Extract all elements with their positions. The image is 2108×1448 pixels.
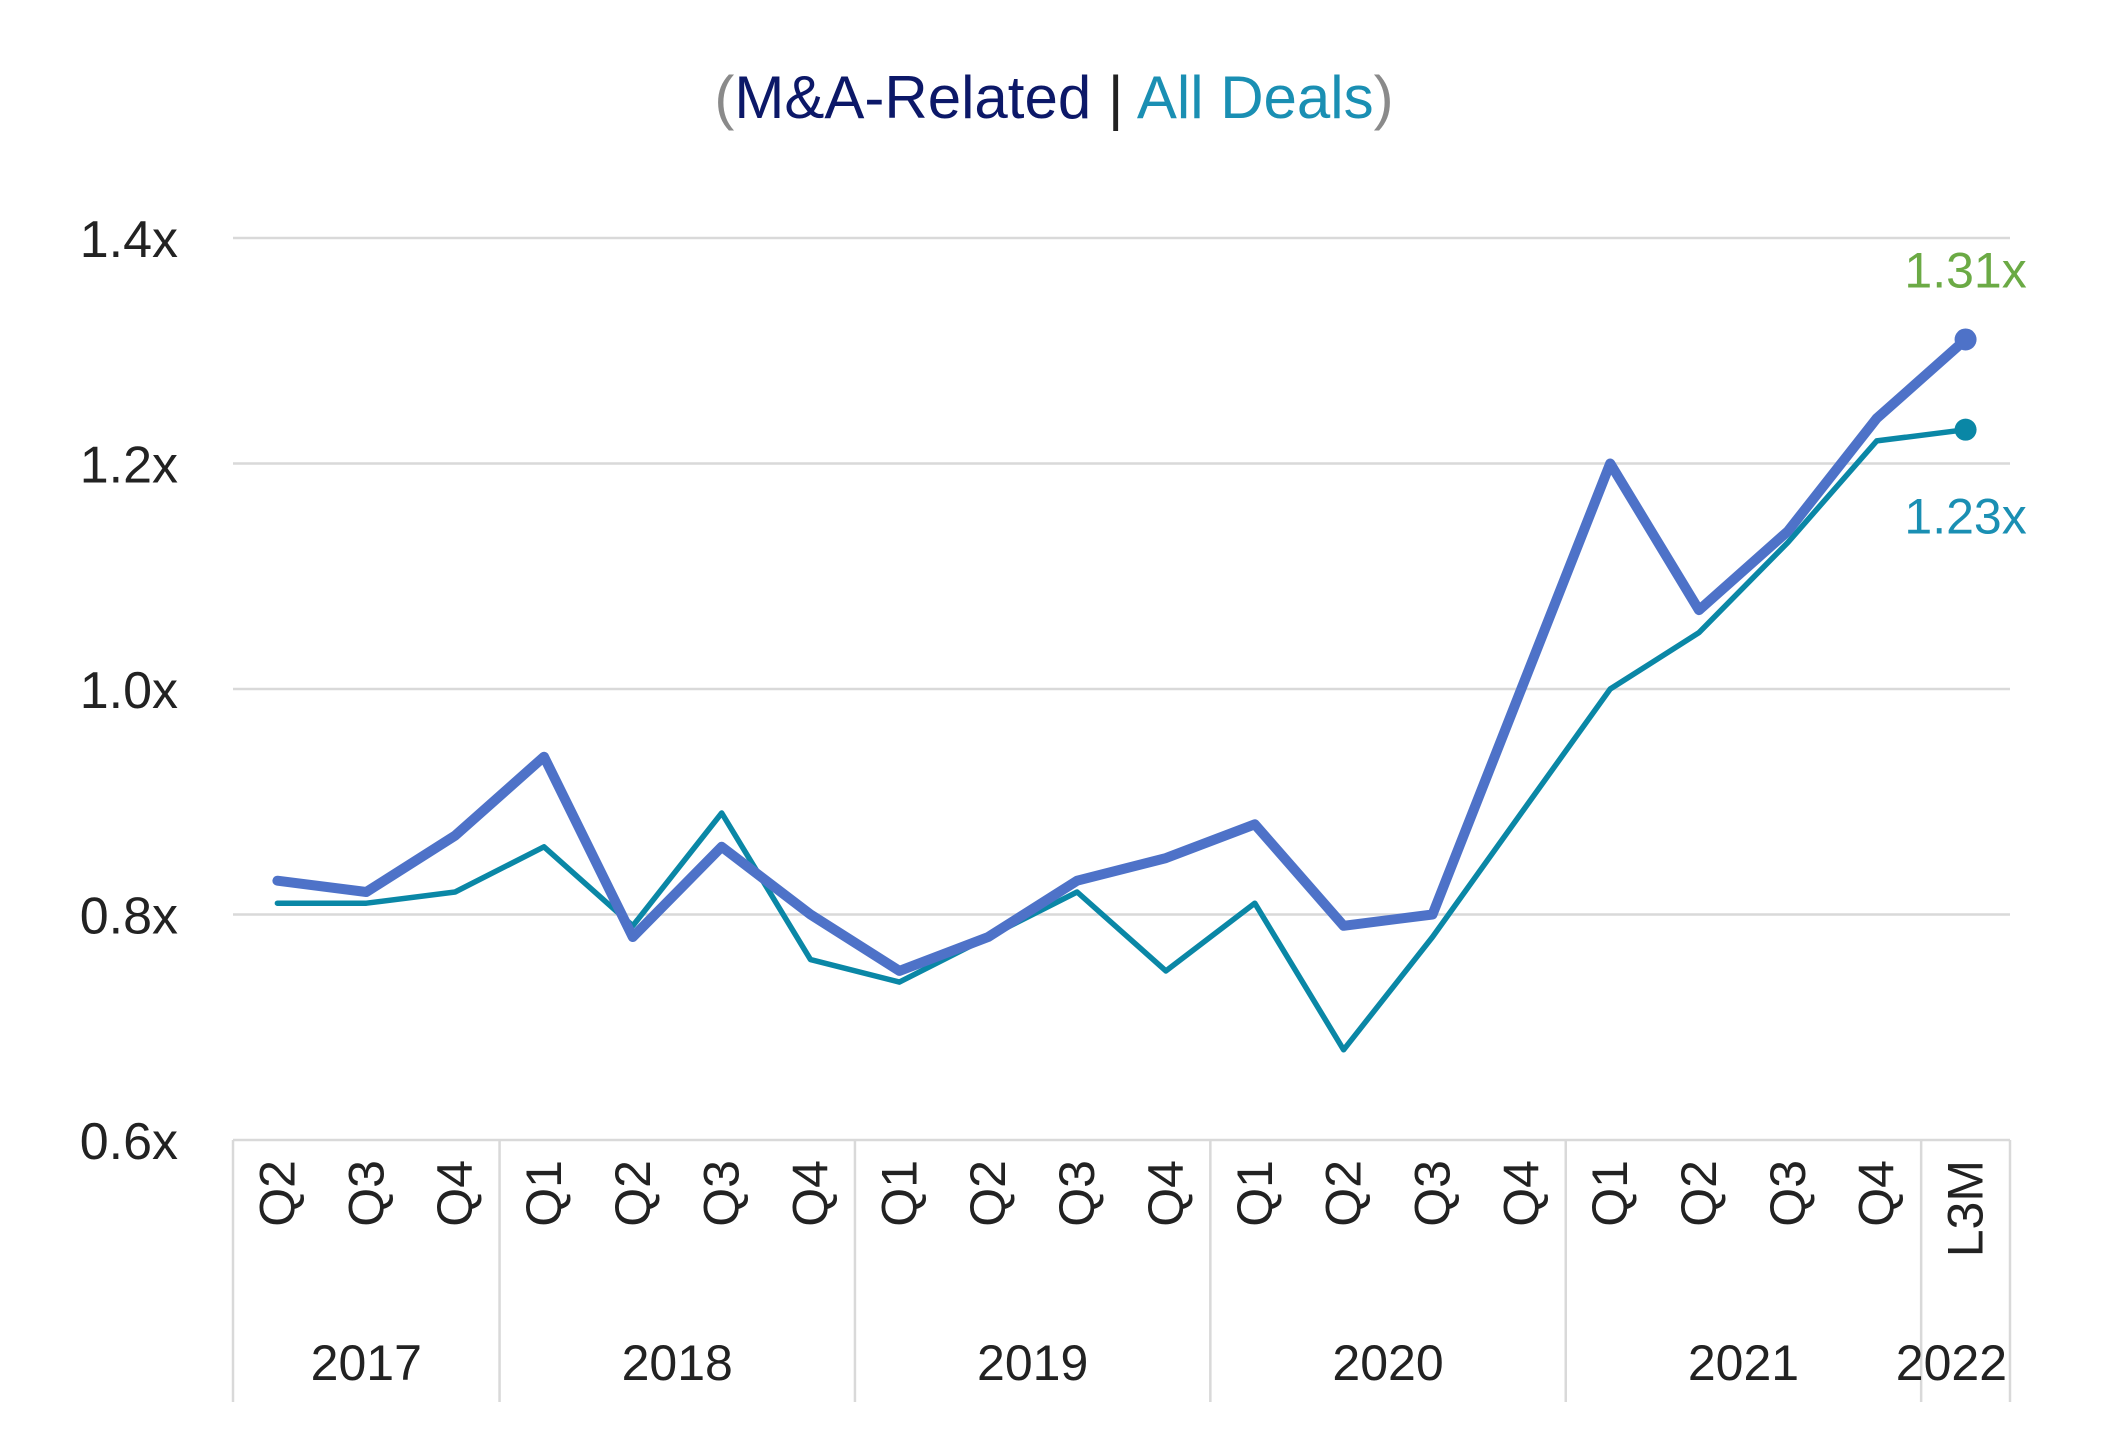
legend-all-deals: All Deals [1137,64,1374,131]
x-tick-label: Q3 [1404,1160,1460,1227]
x-tick-label: Q1 [1582,1160,1638,1227]
end-labels: 1.31x 1.23x [1904,242,2026,544]
y-tick-label: 1.0x [80,662,178,720]
series-end-marker-ma-related [1954,328,1977,351]
x-year-label: 2022 [1896,1335,2007,1391]
x-year-label: 2017 [311,1335,422,1391]
legend-title: (M&A-Related | All Deals) [714,64,1393,131]
y-gridlines [233,236,2010,1142]
series-lines [272,328,1977,1053]
series-end-marker-all-deals [1954,418,1977,441]
legend-close-paren: ) [1374,64,1394,131]
x-tick-label: Q3 [1760,1160,1816,1227]
chart-legend: (M&A-Related | All Deals) [714,64,1393,131]
x-tick-label: Q4 [783,1160,839,1227]
x-year-label: 2021 [1688,1335,1799,1391]
end-label-all-deals: 1.23x [1904,489,2026,545]
x-tick-label: Q2 [960,1160,1016,1227]
y-tick-label: 0.8x [80,888,178,946]
x-tick-label: Q2 [1671,1160,1727,1227]
x-tick-label: Q1 [516,1160,572,1227]
series-line-ma-related [272,334,1971,976]
x-tick-label: Q2 [1316,1160,1372,1227]
end-label-ma-related: 1.31x [1904,242,2026,298]
y-tick-label: 0.6x [80,1113,178,1171]
x-tick-label: Q4 [1493,1160,1549,1227]
x-tick-label: Q3 [1049,1160,1105,1227]
x-tick-label: Q1 [871,1160,927,1227]
x-tick-label: Q4 [427,1160,483,1227]
x-tick-label: L3M [1938,1160,1994,1257]
legend-open-paren: ( [714,64,734,131]
x-year-label: 2018 [622,1335,733,1391]
x-tick-label: Q2 [249,1160,305,1227]
y-tick-label: 1.2x [80,437,178,495]
x-year-label: 2019 [977,1335,1088,1391]
legend-separator: | [1091,64,1137,131]
y-axis: 0.6x 0.8x 1.0x 1.2x 1.4x [80,211,178,1171]
series-line-all-deals [274,426,1969,1053]
x-tick-label: Q1 [1227,1160,1283,1227]
legend-ma-related: M&A-Related [734,64,1091,131]
x-tick-label: Q3 [694,1160,750,1227]
y-tick-label: 1.4x [80,211,178,269]
x-tick-label: Q4 [1849,1160,1905,1227]
x-year-label: 2020 [1332,1335,1443,1391]
x-tick-label: Q3 [338,1160,394,1227]
x-axis: Q2 Q3 Q4 Q1 Q2 Q3 Q4 Q1 Q2 Q3 Q4 Q1 Q2 Q3 Q4 Q1 Q2 Q3 Q4 L3… [231,1140,2012,1402]
x-tick-label: Q4 [1138,1160,1194,1227]
x-tick-label: Q2 [605,1160,661,1227]
